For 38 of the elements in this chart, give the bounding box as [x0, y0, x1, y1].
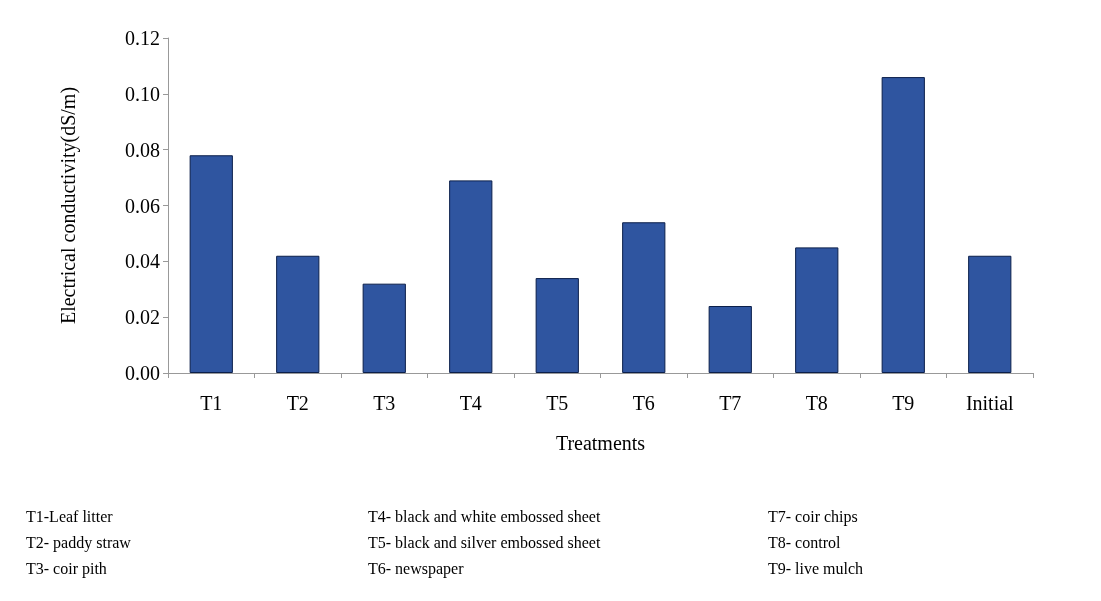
x-tick-label: T5: [546, 392, 569, 414]
y-tick-label: 0.04: [125, 250, 160, 273]
bar: [449, 180, 493, 373]
text: T8- control: [768, 533, 841, 551]
x-tick-label: T4: [459, 392, 482, 414]
bar: [622, 222, 666, 373]
y-tick-label: 0.08: [125, 138, 160, 161]
bar: [535, 278, 579, 373]
bar: [708, 306, 752, 373]
x-tick-label: T7: [719, 392, 742, 414]
y-axis-title: Electrical conductivity(dS/m): [57, 86, 80, 325]
text: T5- black and silver embossed sheet: [368, 533, 601, 551]
x-tick-label: T9: [892, 392, 915, 414]
bar: [276, 255, 320, 373]
text: T6- newspaper: [368, 559, 465, 578]
x-tick-label: Initial: [965, 392, 1015, 414]
text: T7- coir chips: [768, 507, 858, 526]
y-tick-label: 0.02: [125, 306, 160, 329]
y-tick-label: 0.10: [125, 82, 160, 105]
x-axis-title: Treatments: [555, 432, 646, 454]
bar: [881, 77, 925, 373]
text: T9- live mulch: [768, 559, 864, 577]
x-tick-label: T2: [286, 392, 309, 414]
x-tick-label: T3: [373, 392, 396, 414]
y-tick-label: 0.12: [125, 27, 160, 49]
bar: [795, 247, 839, 373]
y-tick-label: 0.00: [125, 362, 160, 384]
text: T2- paddy straw: [26, 533, 132, 552]
bar: [362, 283, 406, 373]
bar: [968, 255, 1012, 373]
x-tick-label: T8: [805, 392, 828, 414]
x-tick-label: T1: [200, 392, 223, 414]
text: T4- black and white embossed sheet: [368, 507, 601, 525]
y-tick-label: 0.06: [125, 194, 160, 217]
bar: [189, 155, 233, 373]
x-tick-label: T6: [632, 392, 655, 414]
text: T3- coir pith: [26, 559, 107, 578]
text: T1-Leaf litter: [26, 507, 114, 525]
